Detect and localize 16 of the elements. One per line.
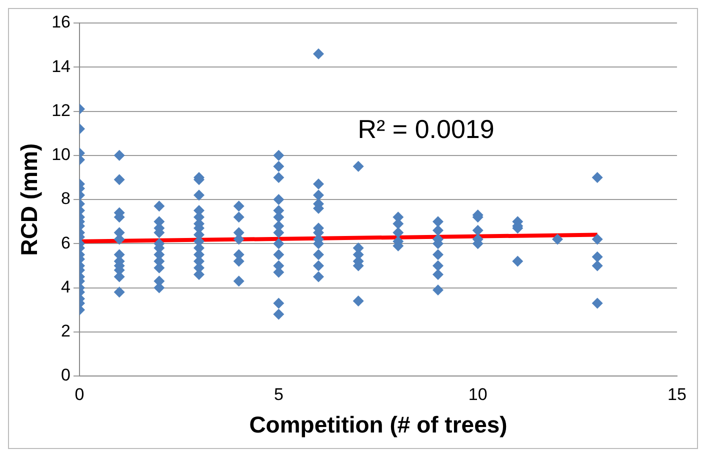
y-tick-label: 4 (61, 277, 71, 296)
y-tick-label: 12 (52, 100, 71, 120)
annotation: R² = 0.0019 (358, 114, 494, 144)
y-tick-label: 16 (52, 12, 71, 32)
y-axis-title: RCD (mm) (16, 143, 42, 256)
x-tick-label: 15 (668, 384, 686, 404)
y-tick-label: 14 (52, 56, 71, 76)
x-tick-label: 0 (74, 384, 84, 404)
y-tick-label: 2 (61, 322, 71, 341)
x-axis-title: Competition (# of trees) (249, 412, 508, 438)
y-tick-label: 10 (52, 145, 71, 164)
y-tick-label: 8 (61, 189, 71, 208)
y-tick-label: 0 (61, 366, 71, 385)
x-tick-label: 10 (468, 384, 488, 404)
x-tick-label: 5 (274, 384, 284, 404)
y-tick-label: 6 (61, 233, 71, 252)
